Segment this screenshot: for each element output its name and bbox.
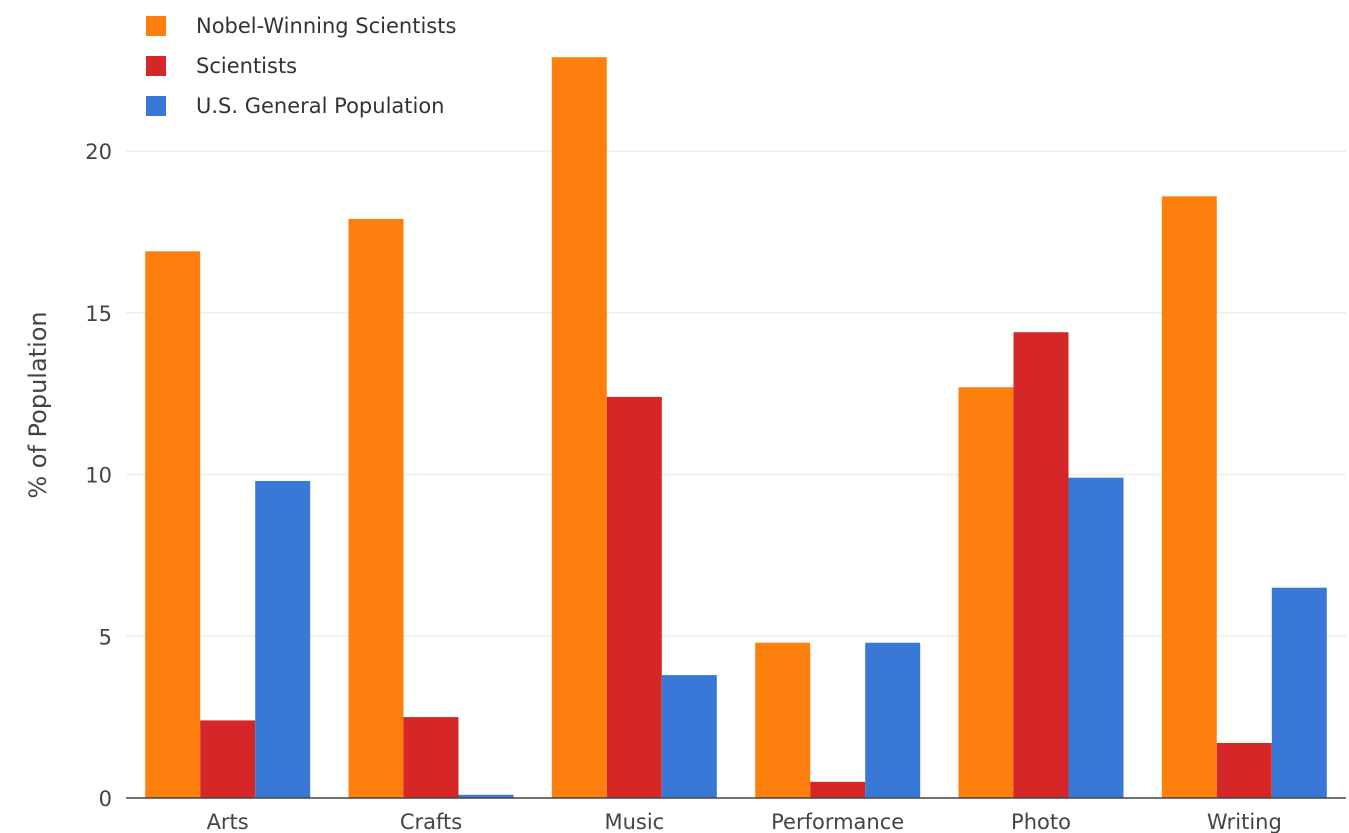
- legend-swatch-nobel: [146, 16, 166, 36]
- x-tick-label-music: Music: [604, 810, 664, 833]
- bar-writing-series-0[interactable]: [1161, 196, 1217, 799]
- x-tick-label-performance: Performance: [771, 810, 904, 833]
- bar-performance-series-0[interactable]: [755, 642, 811, 798]
- bar-music-series-0[interactable]: [551, 57, 607, 798]
- y-tick-label-15: 15: [85, 302, 112, 326]
- bar-performance-series-1[interactable]: [810, 781, 866, 798]
- legend-swatch-scientists: [146, 56, 166, 76]
- bar-writing-series-1[interactable]: [1216, 743, 1272, 798]
- bar-photo-series-1[interactable]: [1013, 332, 1069, 798]
- y-tick-label-10: 10: [85, 464, 112, 488]
- bar-arts-series-1[interactable]: [200, 720, 256, 798]
- legend-label-general-population: U.S. General Population: [196, 94, 445, 118]
- legend-swatch-general-population: [146, 96, 166, 116]
- legend-label-scientists: Scientists: [196, 54, 298, 78]
- bar-performance-series-2[interactable]: [865, 642, 921, 798]
- legend: Nobel-Winning Scientists Scientists U.S.…: [146, 6, 456, 126]
- bar-arts-series-0[interactable]: [145, 251, 201, 799]
- legend-label-nobel: Nobel-Winning Scientists: [196, 14, 457, 38]
- legend-item-scientists[interactable]: Scientists: [146, 46, 456, 86]
- x-tick-label-photo: Photo: [1011, 810, 1071, 833]
- bar-music-series-2[interactable]: [661, 675, 717, 798]
- y-tick-label-0: 0: [99, 787, 112, 811]
- bar-crafts-series-2[interactable]: [458, 794, 514, 798]
- bar-crafts-series-1[interactable]: [403, 717, 459, 798]
- bar-photo-series-0[interactable]: [958, 387, 1014, 798]
- y-axis-title: % of Population: [24, 311, 52, 499]
- x-tick-label-arts: Arts: [207, 810, 249, 833]
- bar-photo-series-2[interactable]: [1068, 477, 1124, 798]
- bar-arts-series-2[interactable]: [255, 481, 311, 798]
- bar-music-series-1[interactable]: [606, 396, 662, 798]
- legend-item-general-population[interactable]: U.S. General Population: [146, 86, 456, 126]
- legend-item-nobel[interactable]: Nobel-Winning Scientists: [146, 6, 456, 46]
- x-tick-label-writing: Writing: [1207, 810, 1282, 833]
- bar-writing-series-2[interactable]: [1271, 587, 1327, 798]
- bar-crafts-series-0[interactable]: [348, 218, 404, 798]
- y-tick-label-20: 20: [85, 140, 112, 164]
- y-tick-label-5: 5: [99, 625, 112, 649]
- x-tick-label-crafts: Crafts: [400, 810, 462, 833]
